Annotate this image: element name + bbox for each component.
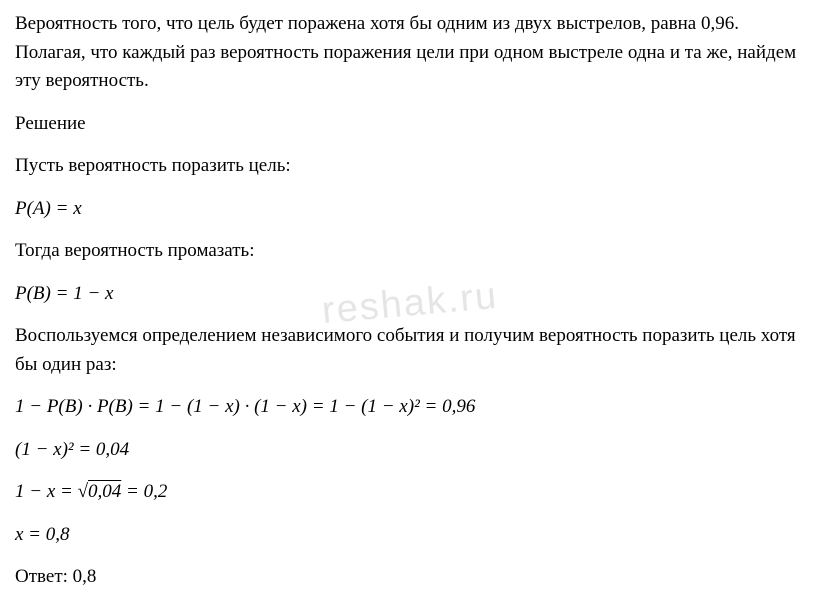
- answer-value: 0,8: [73, 566, 97, 587]
- answer-line: Ответ: 0,8: [15, 563, 805, 592]
- problem-statement: Вероятность того, что цель будет поражен…: [15, 10, 805, 96]
- step5-sqrt: 0,04: [88, 481, 121, 502]
- step2-formula: P(B) = 1 − x: [15, 280, 805, 309]
- step5-prefix: 1 − x = √: [15, 481, 88, 502]
- step5-suffix: = 0,2: [121, 481, 167, 502]
- step1-text: Пусть вероятность поразить цель:: [15, 152, 805, 181]
- step1-formula: P(A) = x: [15, 195, 805, 224]
- step3-formula: 1 − P(B) · P(B) = 1 − (1 − x) · (1 − x) …: [15, 393, 805, 422]
- step4-formula: (1 − x)² = 0,04: [15, 436, 805, 465]
- step6-formula: x = 0,8: [15, 521, 805, 550]
- step3-text: Воспользуемся определением независимого …: [15, 322, 805, 379]
- answer-label: Ответ:: [15, 566, 68, 587]
- solution-heading: Решение: [15, 110, 805, 139]
- step2-text: Тогда вероятность промазать:: [15, 237, 805, 266]
- step5-formula: 1 − x = √0,04 = 0,2: [15, 478, 805, 507]
